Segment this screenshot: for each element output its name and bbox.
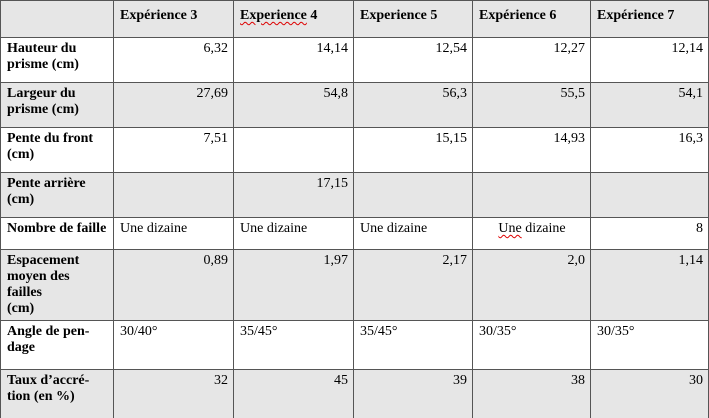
- table-cell: 35/45°: [233, 320, 354, 370]
- table-cell: 2,17: [353, 249, 473, 321]
- table-cell: 0,89: [113, 249, 234, 321]
- table-cell: 14,93: [472, 127, 591, 173]
- table-cell: 7,51: [113, 127, 234, 173]
- table-cell: 30/40°: [113, 320, 234, 370]
- column-header: Expérience 3: [113, 0, 234, 38]
- table-row: Espacement moyen des failles (cm) 0,89 1,9…: [0, 249, 709, 321]
- row-label: Taux d’accré- tion (en %): [0, 369, 114, 418]
- table-cell: 2,0: [472, 249, 591, 321]
- row-label: Espacement moyen des failles (cm): [0, 249, 114, 321]
- row-label: Largeur du prisme (cm): [0, 82, 114, 128]
- table-cell: [113, 172, 234, 218]
- row-label: Hauteur du prisme (cm): [0, 37, 114, 83]
- table-cell: 54,8: [233, 82, 354, 128]
- table-cell: 14,14: [233, 37, 354, 83]
- table-cell: 12,14: [590, 37, 709, 83]
- table-row: Angle de pen- dage 30/40° 35/45° 35/45° 30/3…: [0, 320, 709, 370]
- table-cell: 54,1: [590, 82, 709, 128]
- table-cell: 16,3: [590, 127, 709, 173]
- table-cell: 39: [353, 369, 473, 418]
- table-cell: 12,54: [353, 37, 473, 83]
- table-row: Hauteur du prisme (cm) 6,32 14,14 12,54 12,2…: [0, 37, 709, 83]
- row-label: Pente du front (cm): [0, 127, 114, 173]
- table-row: Largeur du prisme (cm) 27,69 54,8 56,3 55,5 5…: [0, 82, 709, 128]
- table-row: Taux d’accré- tion (en %) 32 45 39 38 30: [0, 369, 709, 418]
- corner-cell: [0, 0, 114, 38]
- table-row: Pente arrière (cm) 17,15: [0, 172, 709, 218]
- header-row: Expérience 3 Experience 4 Experience 5 Expé…: [0, 0, 709, 38]
- cell-text: Une dizaine: [498, 221, 566, 236]
- table-cell: Une dizaine: [113, 217, 234, 250]
- table-cell: 8: [590, 217, 709, 250]
- column-header: Experience 4: [233, 0, 354, 38]
- column-header: Expérience 7: [590, 0, 709, 38]
- table-cell: 17,15: [233, 172, 354, 218]
- table-row: Nombre de faille Une dizaine Une dizaine Un…: [0, 217, 709, 250]
- row-label: Nombre de faille: [0, 217, 114, 250]
- table-cell: 30: [590, 369, 709, 418]
- table-cell: 30/35°: [472, 320, 591, 370]
- table-cell: 35/45°: [353, 320, 473, 370]
- table-cell: Une dizaine: [233, 217, 354, 250]
- table-cell: 55,5: [472, 82, 591, 128]
- table-cell: 56,3: [353, 82, 473, 128]
- table-cell: 32: [113, 369, 234, 418]
- table-cell: Une dizaine: [472, 217, 591, 250]
- table-cell: 30/35°: [590, 320, 709, 370]
- table-cell: [353, 172, 473, 218]
- row-label: Pente arrière (cm): [0, 172, 114, 218]
- table-cell: 1,14: [590, 249, 709, 321]
- table-cell: 12,27: [472, 37, 591, 83]
- table-cell: 27,69: [113, 82, 234, 128]
- table-cell: 38: [472, 369, 591, 418]
- column-header: Expérience 6: [472, 0, 591, 38]
- column-header: Experience 5: [353, 0, 473, 38]
- table-cell: [590, 172, 709, 218]
- table-cell: [233, 127, 354, 173]
- table-row: Pente du front (cm) 7,51 15,15 14,93 16,3: [0, 127, 709, 173]
- table-cell: 6,32: [113, 37, 234, 83]
- cell-text: Experience 4: [240, 8, 318, 23]
- table-cell: [472, 172, 591, 218]
- table-cell: Une dizaine: [353, 217, 473, 250]
- table-cell: 15,15: [353, 127, 473, 173]
- table-cell: 1,97: [233, 249, 354, 321]
- table-cell: 45: [233, 369, 354, 418]
- row-label: Angle de pen- dage: [0, 320, 114, 370]
